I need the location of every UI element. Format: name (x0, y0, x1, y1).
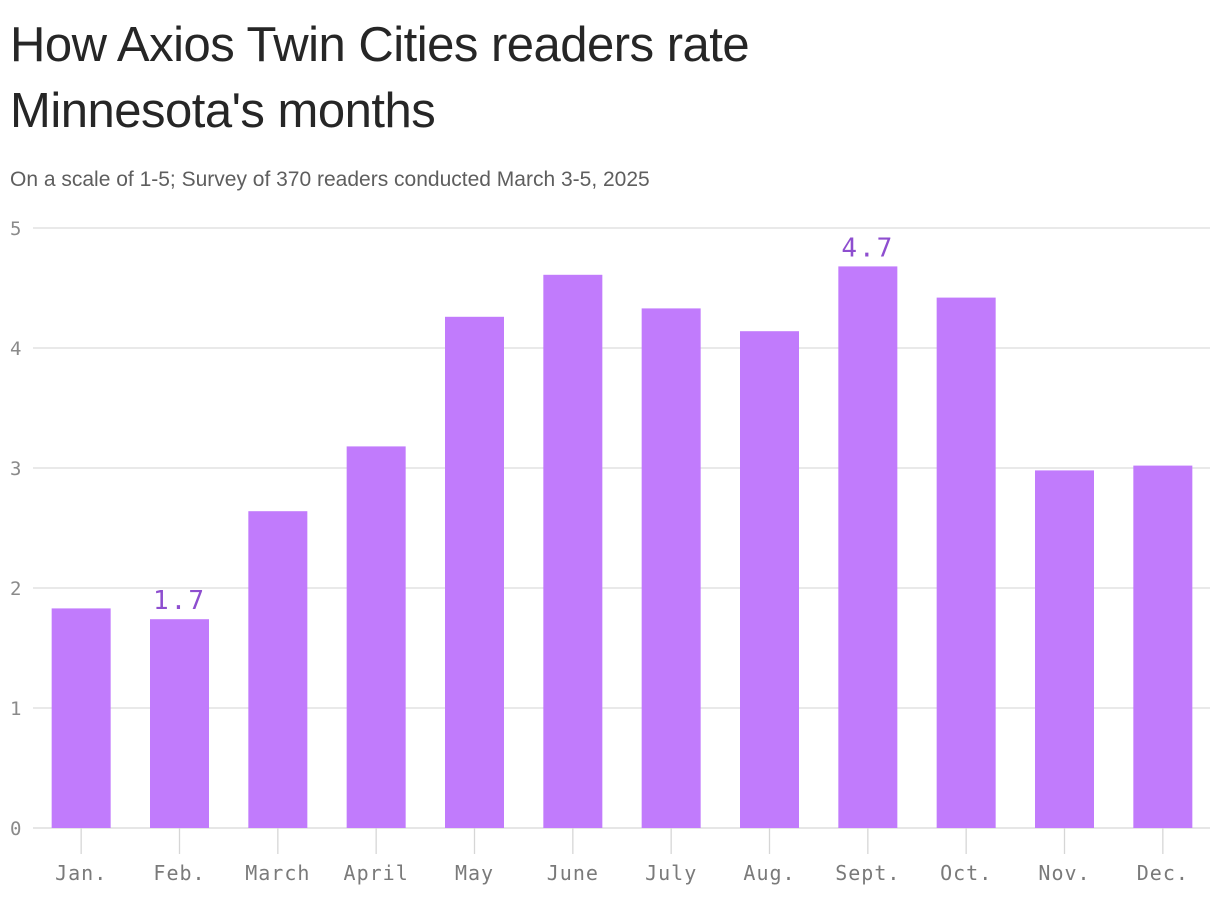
x-tick-label: Nov. (1038, 861, 1090, 885)
gridlines: 0 1 2 3 4 5 (10, 218, 1210, 840)
x-tick-label: Dec. (1137, 861, 1189, 885)
y-tick-label: 4 (10, 338, 21, 360)
data-label: 4.7 (841, 233, 894, 263)
data-label: 1.7 (153, 586, 206, 616)
x-tick-label: Feb. (153, 861, 205, 885)
y-tick-label: 0 (10, 818, 21, 840)
chart-title: How Axios Twin Cities readers rate Minne… (10, 18, 750, 138)
y-tick-label: 2 (10, 578, 21, 600)
bar-march (248, 511, 308, 828)
y-tick-label: 5 (10, 218, 21, 240)
bars (51, 266, 1193, 829)
x-tick-label: Sept. (835, 861, 900, 885)
y-tick-label: 3 (10, 458, 21, 480)
bar-dec (1133, 465, 1193, 828)
x-tick-label: Aug. (743, 861, 795, 885)
bar-june (543, 274, 603, 828)
bar-may (445, 316, 504, 828)
x-tick-label: May (455, 861, 494, 885)
bar-april (346, 446, 406, 828)
x-tick-label: July (645, 861, 697, 885)
x-tick-label: Jan. (55, 861, 107, 885)
data-labels: 1.7 4.7 (153, 233, 894, 616)
x-tick-label: Oct. (940, 861, 992, 885)
bar-jan (51, 608, 111, 828)
bar-oct (936, 297, 996, 829)
bar-july (641, 308, 701, 828)
x-tick-label: March (245, 861, 310, 885)
bar-feb (150, 619, 209, 828)
x-tick-label: April (344, 861, 409, 885)
bar-aug (740, 331, 799, 828)
bar-nov (1035, 470, 1094, 828)
y-tick-label: 1 (10, 698, 21, 720)
chart-subtitle: On a scale of 1-5; Survey of 370 readers… (10, 168, 650, 191)
bar-sept (838, 266, 898, 828)
x-axis: Jan. Feb. March April May June July Aug. Sept. Oc… (55, 828, 1189, 885)
x-tick-label: June (547, 861, 599, 885)
